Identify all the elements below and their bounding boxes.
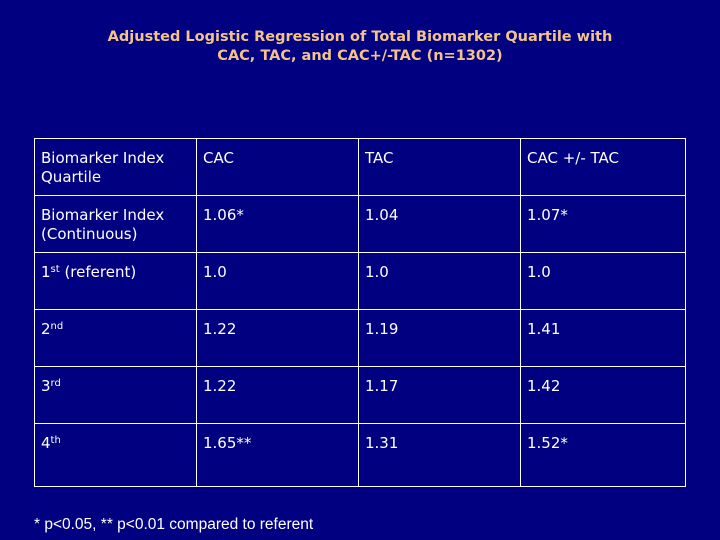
row-label-number: 3 xyxy=(41,377,51,395)
row-label: Biomarker Index (Continuous) xyxy=(34,195,197,253)
cell-cac-tac: 1.07* xyxy=(520,195,686,253)
cell-cac-tac: 1.52* xyxy=(520,423,686,487)
cell-cac-tac: 1.42 xyxy=(520,366,686,424)
cell-tac: 1.19 xyxy=(358,309,521,367)
row-label-number: 1 xyxy=(41,263,51,281)
table-row: 4th 1.65** 1.31 1.52* xyxy=(34,423,686,487)
results-table: Biomarker Index Quartile CAC TAC CAC +/-… xyxy=(34,138,686,487)
slide-title: Adjusted Logistic Regression of Total Bi… xyxy=(0,28,720,66)
cell-cac-tac: 1.41 xyxy=(520,309,686,367)
table-row: 3rd 1.22 1.17 1.42 xyxy=(34,366,686,424)
table-row: 1st (referent) 1.0 1.0 1.0 xyxy=(34,252,686,310)
row-label: 3rd xyxy=(34,366,197,424)
row-label-ordinal: st xyxy=(50,264,60,275)
cell-cac: 1.22 xyxy=(196,309,359,367)
table-row: 2nd 1.22 1.19 1.41 xyxy=(34,309,686,367)
footnote: * p<0.05, ** p<0.01 compared to referent xyxy=(34,516,314,533)
row-label: 2nd xyxy=(34,309,197,367)
cell-cac-tac: 1.0 xyxy=(520,252,686,310)
table-header-row: Biomarker Index Quartile CAC TAC CAC +/-… xyxy=(34,138,686,196)
row-label-rest: (referent) xyxy=(59,263,137,281)
row-label-ordinal: th xyxy=(50,435,61,446)
header-cell-cac-tac: CAC +/- TAC xyxy=(520,138,686,196)
cell-tac: 1.17 xyxy=(358,366,521,424)
cell-cac: 1.06* xyxy=(196,195,359,253)
cell-cac: 1.0 xyxy=(196,252,359,310)
row-label-ordinal: rd xyxy=(50,378,61,389)
cell-cac: 1.65** xyxy=(196,423,359,487)
table-row: Biomarker Index (Continuous) 1.06* 1.04 … xyxy=(34,195,686,253)
row-label: 1st (referent) xyxy=(34,252,197,310)
slide-title-line-2: CAC, TAC, and CAC+/-TAC (n=1302) xyxy=(217,48,503,64)
cell-tac: 1.31 xyxy=(358,423,521,487)
cell-tac: 1.0 xyxy=(358,252,521,310)
slide-title-line-1: Adjusted Logistic Regression of Total Bi… xyxy=(107,29,613,45)
cell-cac: 1.22 xyxy=(196,366,359,424)
row-label-number: 4 xyxy=(41,434,51,452)
cell-tac: 1.04 xyxy=(358,195,521,253)
row-label-ordinal: nd xyxy=(50,321,64,332)
row-label: 4th xyxy=(34,423,197,487)
row-label-number: 2 xyxy=(41,320,51,338)
header-cell-tac: TAC xyxy=(358,138,521,196)
header-cell-cac: CAC xyxy=(196,138,359,196)
header-cell-quartile: Biomarker Index Quartile xyxy=(34,138,197,196)
